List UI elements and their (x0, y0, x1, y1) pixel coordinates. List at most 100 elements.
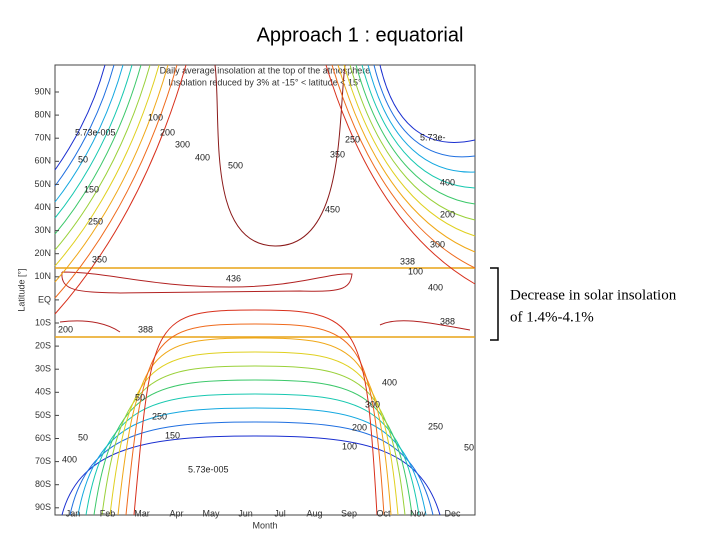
contour-label: 5.73e-005 (75, 127, 116, 137)
contour-label: 200 (352, 422, 367, 432)
contour-line (337, 64, 476, 253)
figure-title: Daily average insolation at the top of t… (160, 65, 371, 75)
contour-line (93, 379, 413, 516)
contour-line (355, 64, 476, 205)
contour-label: 388 (440, 316, 455, 326)
contour-line (54, 64, 187, 315)
contour-label: 450 (325, 204, 340, 214)
contour-line (325, 64, 476, 285)
y-tick-label: 50S (35, 410, 51, 420)
x-axis-label: Month (252, 520, 277, 530)
contour-line (54, 64, 169, 283)
y-tick-label: 80N (34, 109, 51, 119)
contour-label: 250 (88, 216, 103, 226)
contour-label: 400 (440, 177, 455, 187)
contour-label: 5.73e-005 (188, 464, 229, 474)
figure-subtitle: Insolation reduced by 3% at -15° < latit… (168, 77, 362, 87)
y-tick-label: 90S (35, 502, 51, 512)
contour-line (379, 64, 476, 143)
contour-label: 350 (330, 149, 345, 159)
y-tick-label: 80S (35, 479, 51, 489)
contour-line (101, 365, 406, 516)
contour-line (373, 64, 476, 158)
contour-label: 50 (78, 154, 88, 164)
x-tick-label: Sep (341, 508, 357, 518)
contour-line (54, 64, 106, 171)
y-tick-label: 60S (35, 433, 51, 443)
contour-label: 250 (152, 411, 167, 421)
y-tick-label: 20N (34, 248, 51, 258)
contour-label: 400 (382, 377, 397, 387)
annotation-text: Decrease in solar insolation (510, 287, 677, 303)
x-tick-label: Aug (306, 508, 322, 518)
x-tick-label: Jun (238, 508, 253, 518)
y-tick-label: 70N (34, 133, 51, 143)
contour-label: 300 (430, 239, 445, 249)
x-tick-label: Oct (376, 508, 391, 518)
contour-line (214, 64, 346, 247)
x-tick-label: Apr (169, 508, 183, 518)
y-tick-label: 60N (34, 156, 51, 166)
slide-title: Approach 1 : equatorial (257, 24, 464, 46)
x-tick-label: Dec (444, 508, 461, 518)
contour-line (54, 64, 160, 267)
contour-label: 388 (138, 324, 153, 334)
contour-line (117, 337, 392, 516)
contour-label: 5.73e- (420, 132, 446, 142)
plot-frame (54, 64, 476, 516)
contour-line (361, 64, 476, 189)
contour-label: 200 (440, 209, 455, 219)
y-tick-label: EQ (38, 294, 51, 304)
contour-line (54, 64, 115, 187)
y-tick-label: 30S (35, 364, 51, 374)
x-tick-label: May (202, 508, 220, 518)
y-tick-label: 50N (34, 179, 51, 189)
y-tick-label: 30N (34, 225, 51, 235)
contour-line (54, 64, 178, 299)
contour-line (133, 309, 378, 516)
contour-label: 400 (195, 152, 210, 162)
bracket (490, 267, 499, 341)
contour-label: 250 (345, 134, 360, 144)
y-tick-label: 10N (34, 271, 51, 281)
contour-label: 250 (428, 421, 443, 431)
contour-label: 400 (428, 282, 443, 292)
contour-line (59, 320, 471, 333)
x-tick-label: Mar (134, 508, 150, 518)
x-tick-label: Nov (410, 508, 427, 518)
contour-label: 300 (365, 399, 380, 409)
x-tick-label: Jul (274, 508, 286, 518)
contour-label: 50 (464, 442, 474, 452)
contour-line (125, 323, 385, 516)
contour-line (54, 64, 142, 235)
contour-line (349, 64, 476, 221)
contour-label: 200 (58, 324, 73, 334)
contour-line (109, 351, 399, 516)
y-tick-label: 20S (35, 340, 51, 350)
y-tick-label: 40S (35, 387, 51, 397)
contour-line (367, 64, 476, 173)
contour-label: 500 (228, 160, 243, 170)
y-axis-label: Latitude [°] (16, 268, 26, 311)
x-tick-label: Feb (100, 508, 116, 518)
annotation-text: of 1.4%-4.1% (510, 309, 594, 325)
contour-label: 300 (175, 139, 190, 149)
contour-figure: Daily average insolation at the top of t… (16, 64, 476, 530)
contour-line (54, 64, 133, 219)
y-tick-label: 70S (35, 456, 51, 466)
contour-line (343, 64, 476, 237)
contour-label: 436 (226, 273, 241, 283)
y-tick-label: 10S (35, 317, 51, 327)
contour-label: 150 (165, 430, 180, 440)
contour-line (54, 64, 124, 203)
contour-label: 50 (78, 432, 88, 442)
y-tick-label: 90N (34, 86, 51, 96)
contour-label: 200 (160, 127, 175, 137)
contour-label: 100 (342, 441, 357, 451)
contour-line (54, 64, 151, 251)
contour-label: 338 (400, 256, 415, 266)
contour-label: 350 (92, 254, 107, 264)
contour-line (331, 64, 476, 269)
contour-line (61, 271, 353, 294)
